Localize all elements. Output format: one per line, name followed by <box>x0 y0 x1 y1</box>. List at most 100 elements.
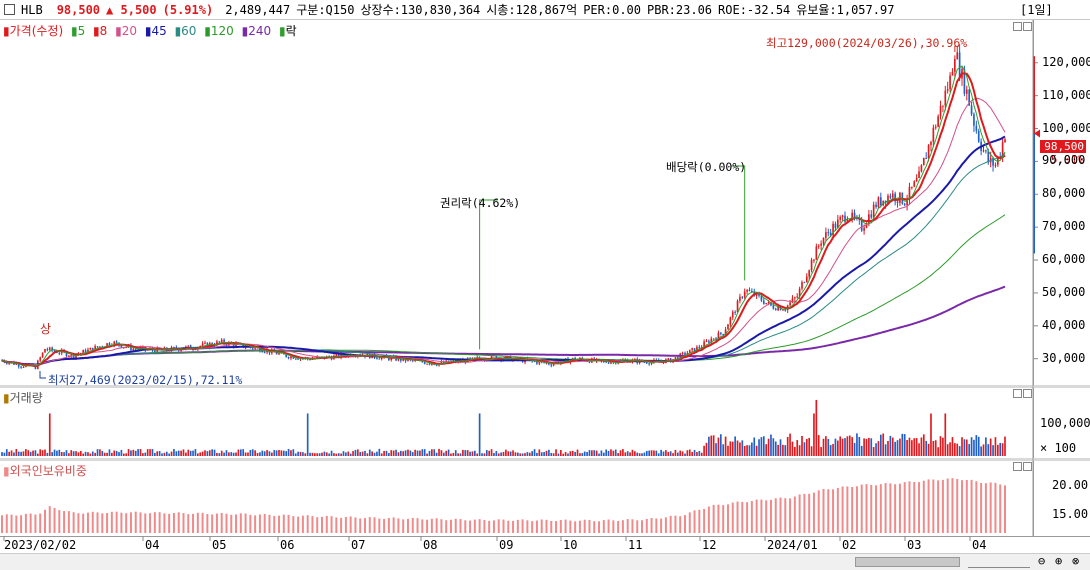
volume-bar <box>958 446 961 456</box>
pane-splitter-2[interactable] <box>0 458 1090 461</box>
pane-splitter-1[interactable] <box>0 385 1090 388</box>
legend-ma20[interactable]: ▮20 <box>115 24 138 38</box>
chart-scrollbar[interactable]: ⊖ ⊕ ⊗ <box>0 553 1090 570</box>
legend-price[interactable]: ▮가격(수정) <box>3 24 64 38</box>
legend-drop[interactable]: ▮락 <box>278 24 297 38</box>
foreign-bar <box>63 511 66 533</box>
legend-ma5[interactable]: ▮5 <box>70 24 86 38</box>
legend-ma240[interactable]: ▮240 <box>241 24 272 38</box>
ma5-line <box>1 65 1006 367</box>
volume-bar <box>20 451 22 456</box>
volume-bar <box>712 435 715 456</box>
foreign-bar <box>965 480 968 533</box>
volume-bar <box>70 450 73 456</box>
legend-ma8[interactable]: ▮8 <box>93 24 108 38</box>
volume-bar <box>242 449 245 456</box>
foreign-bar <box>593 521 596 533</box>
volume-bar <box>373 452 376 456</box>
price-tick-label: 100,000 <box>1042 120 1090 135</box>
foreign-bar <box>841 486 844 533</box>
foreign-bar <box>946 478 949 533</box>
volume-pane-close[interactable] <box>1023 389 1032 398</box>
foreign-bar <box>359 518 362 533</box>
candle-body <box>987 151 990 163</box>
legend-ma60[interactable]: ▮60 <box>174 24 197 38</box>
candle-body <box>782 309 784 311</box>
volume-bar <box>103 452 106 456</box>
candle-body <box>762 300 765 304</box>
volume-bar <box>954 443 956 456</box>
volume-bar <box>1004 436 1006 456</box>
foreign-bar <box>521 519 524 533</box>
volume-bar <box>760 437 763 456</box>
foreign-bar <box>598 521 601 533</box>
candle-body <box>397 357 400 361</box>
volume-bar <box>626 451 629 456</box>
chart-type-checkbox[interactable] <box>4 4 15 15</box>
low-guide <box>39 371 46 379</box>
candle-body <box>676 357 679 360</box>
volume-bar <box>820 447 822 456</box>
scroll-thumb[interactable] <box>855 557 960 567</box>
foreign-bar <box>664 517 667 533</box>
zoom-out-icon[interactable]: ⊖ <box>1038 554 1046 568</box>
candle-body <box>294 358 297 360</box>
foreign-bar <box>349 516 352 533</box>
volume-bar <box>552 453 555 456</box>
candle-body <box>261 351 264 353</box>
foreign-bar <box>994 482 997 533</box>
volume-bar <box>887 440 889 456</box>
volume-bar <box>963 439 966 456</box>
volume-bar <box>729 441 732 456</box>
volume-bar <box>122 453 125 456</box>
volume-bar <box>137 449 139 456</box>
volume-bar <box>421 449 424 456</box>
volume-bar <box>108 449 111 456</box>
foreign-bar <box>144 513 147 533</box>
volume-bar <box>660 449 662 456</box>
candle-body <box>708 340 710 343</box>
price-tick-label: 30,000 <box>1042 350 1086 365</box>
volume-bar <box>672 453 674 456</box>
volume-bar <box>676 452 679 456</box>
volume-bar <box>607 450 610 456</box>
volume-bar <box>457 453 459 456</box>
volume-bar <box>803 442 806 456</box>
foreign-pane-close[interactable] <box>1023 462 1032 471</box>
foreign-bar <box>999 484 1002 533</box>
legend-ma45[interactable]: ▮45 <box>144 24 167 38</box>
foreign-bar <box>655 518 658 533</box>
candle-body <box>17 363 20 367</box>
foreign-pane-minimize[interactable] <box>1013 462 1022 471</box>
zoom-reset-icon[interactable]: ⊗ <box>1072 554 1080 568</box>
volume-bar <box>856 433 858 456</box>
volume-bar <box>949 442 951 456</box>
pbr-value: PBR:23.06 <box>647 2 713 17</box>
zoom-in-icon[interactable]: ⊕ <box>1055 554 1063 568</box>
volume-bar <box>3 452 6 456</box>
price-pane-close[interactable] <box>1023 22 1032 31</box>
period-selector[interactable]: [1일] <box>1020 3 1053 17</box>
foreign-bar <box>430 518 433 533</box>
volume-bar <box>1 452 3 456</box>
candle-body <box>715 338 717 340</box>
foreign-bar <box>86 512 89 533</box>
volume-bar <box>175 451 178 456</box>
candle-body <box>275 352 278 355</box>
foreign-bar <box>10 514 13 533</box>
volume-bar <box>851 437 853 456</box>
volume-bar <box>982 444 985 456</box>
legend-ma120[interactable]: ▮120 <box>204 24 234 38</box>
zoom-slider[interactable] <box>968 556 1030 568</box>
volume-bar <box>433 449 436 456</box>
foreign-bar <box>15 515 18 533</box>
foreign-bar <box>545 519 548 533</box>
candle-body <box>469 357 471 359</box>
volume-pane-minimize[interactable] <box>1013 389 1022 398</box>
price-pane-minimize[interactable] <box>1013 22 1022 31</box>
low-annotation: 최저27,469(2023/02/15),72.11% <box>48 373 243 387</box>
volume-bar <box>815 399 818 456</box>
foreign-bar <box>817 490 820 533</box>
candle-body <box>254 347 256 349</box>
